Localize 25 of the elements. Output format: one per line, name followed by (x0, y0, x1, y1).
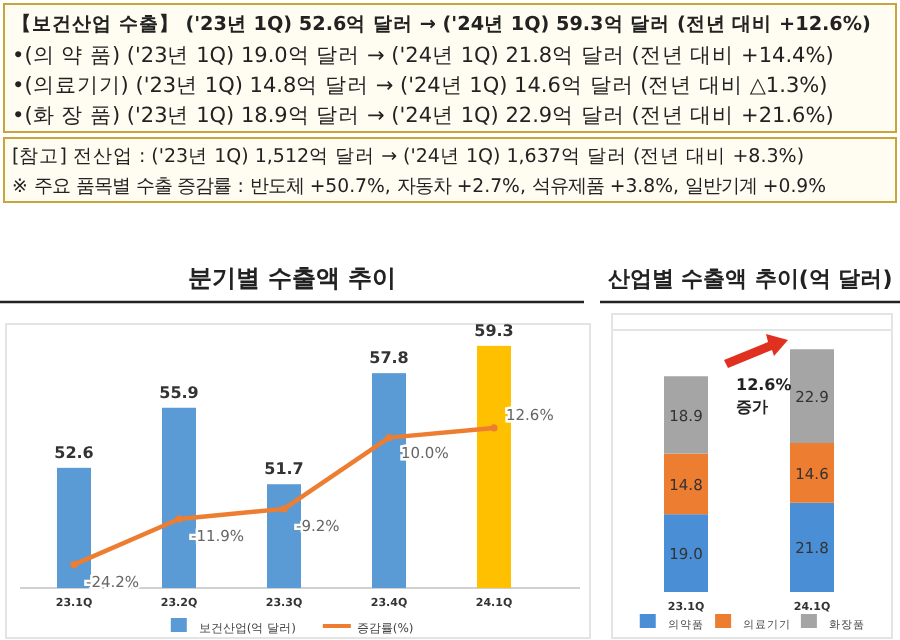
annotation: 12.6% 증가 (736, 376, 792, 416)
text: •(의료기기) ('23년 1Q) 14.8억 달러 → ('24년 1Q) 14.6억 달러 (전년 대비 △1.3%) (12, 74, 828, 98)
point (280, 505, 288, 513)
text: •(화 장 품) ('23년 1Q) 18.9억 달러 → ('24년 1Q) 22.9억 달러 (전년 대비 +21.6%) (12, 104, 834, 128)
chart-title: 분기별 수출액 추이 (187, 264, 397, 292)
data-label: 51.7 (264, 460, 304, 479)
data-label: 59.3 (474, 321, 514, 340)
bar (664, 376, 708, 454)
data-label: 55.9 (159, 383, 200, 402)
point (175, 515, 183, 523)
data-label: 52.6 (54, 443, 95, 462)
bar (664, 453, 708, 515)
bar (790, 442, 834, 503)
text: •(의 약 품) ('23년 1Q) 19.0억 달러 → ('24년 1Q) 21.8억 달러 (전년 대비 +14.4%) (12, 44, 834, 68)
point (70, 561, 78, 569)
point (385, 434, 393, 442)
bar (790, 349, 834, 443)
text: [참고] 전산업 : ('23년 1Q) 1,512억 달러 → ('24년 1Q) 1,637억 달러 (전년 대비 +8.3%) (12, 146, 805, 168)
point (490, 424, 498, 432)
bar (790, 502, 834, 592)
text: 【보건산업 수출】 ('23년 1Q) 52.6억 달러 → ('24년 1Q) 59.3억 달러 (전년 대비 +12.6%) (12, 12, 871, 36)
text: ※ 주요 품목별 수출 증감률 : 반도체 +50.7%, 자동차 +2.7%, 석유제품 +3.8%, 일반기계 +0.9% (12, 176, 827, 198)
data-label: 57.8 (369, 349, 410, 368)
bar (664, 514, 708, 592)
chart-title: 산업별 수출액 추이(억 달러) (607, 266, 893, 292)
